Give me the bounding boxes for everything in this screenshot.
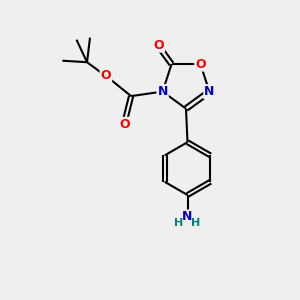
Text: O: O bbox=[120, 118, 130, 131]
Text: O: O bbox=[100, 69, 111, 82]
Text: O: O bbox=[195, 58, 206, 70]
Text: O: O bbox=[154, 39, 164, 52]
Text: H: H bbox=[175, 218, 184, 228]
Text: N: N bbox=[182, 210, 193, 224]
Text: N: N bbox=[158, 85, 168, 98]
Text: H: H bbox=[191, 218, 200, 228]
Text: N: N bbox=[204, 85, 214, 98]
